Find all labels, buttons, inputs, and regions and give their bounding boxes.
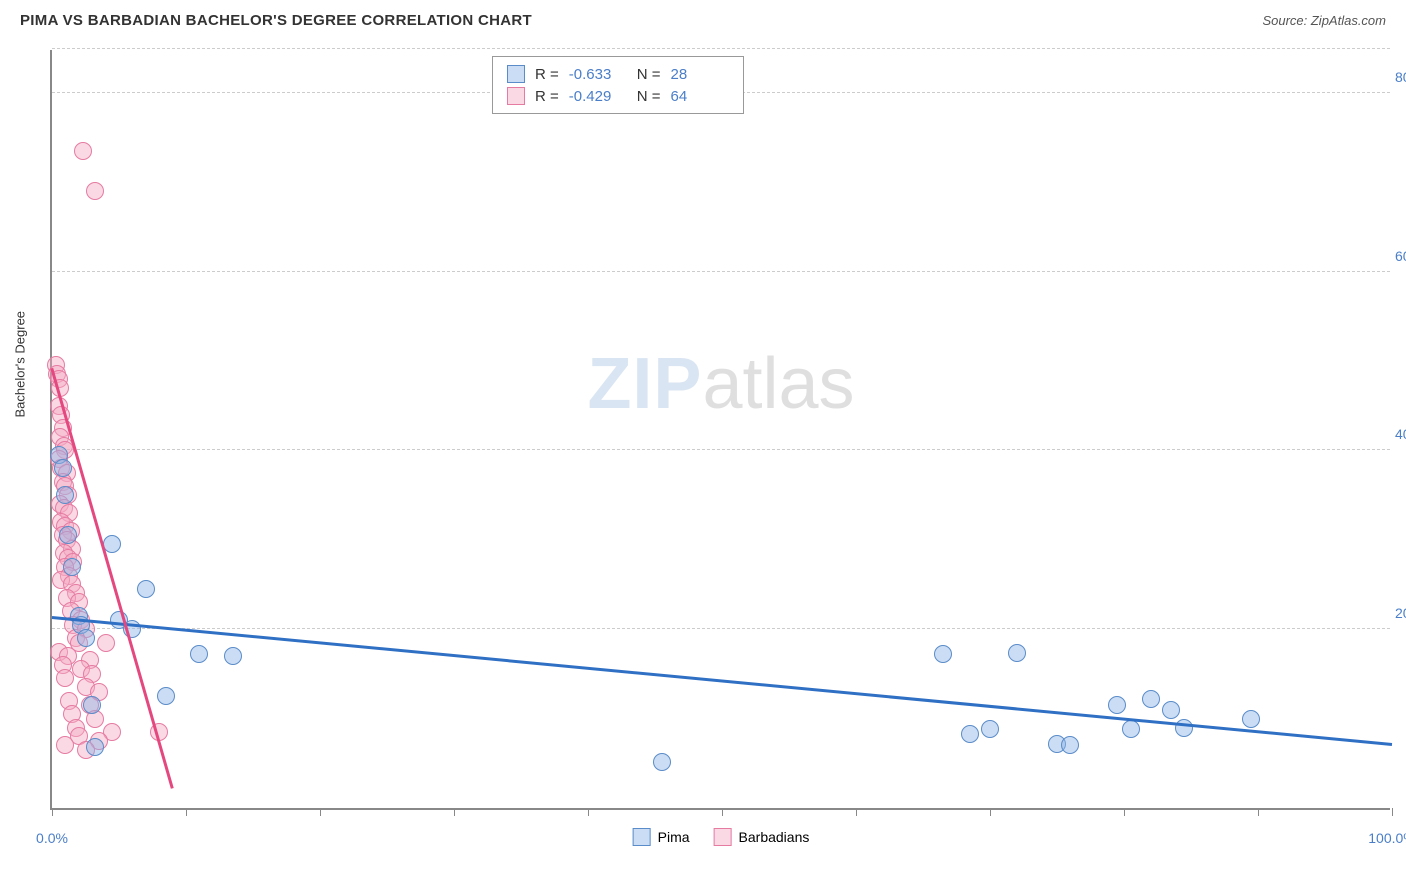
data-point-pima — [961, 725, 979, 743]
y-tick-label: 80.0% — [1395, 69, 1406, 85]
x-tick-label: 100.0% — [1368, 830, 1406, 846]
scatter-chart: ZIPatlas R = -0.633 N = 28 R = -0.429 N … — [50, 50, 1390, 810]
data-point-pima — [83, 696, 101, 714]
x-tick — [856, 808, 857, 816]
data-point-barbadians — [74, 142, 92, 160]
x-tick — [454, 808, 455, 816]
data-point-pima — [157, 687, 175, 705]
swatch-pima — [633, 828, 651, 846]
swatch-barbadians — [714, 828, 732, 846]
data-point-barbadians — [56, 669, 74, 687]
data-point-pima — [224, 647, 242, 665]
gridline — [52, 449, 1390, 450]
x-tick — [186, 808, 187, 816]
y-axis-label: Bachelor's Degree — [13, 311, 28, 418]
legend-item-pima: Pima — [633, 828, 690, 846]
data-point-pima — [190, 645, 208, 663]
watermark: ZIPatlas — [587, 343, 854, 425]
plot-area: ZIPatlas R = -0.633 N = 28 R = -0.429 N … — [50, 50, 1390, 810]
data-point-pima — [934, 645, 952, 663]
data-point-pima — [1061, 736, 1079, 754]
data-point-pima — [1162, 701, 1180, 719]
data-point-pima — [86, 738, 104, 756]
data-point-pima — [1142, 690, 1160, 708]
data-point-pima — [1122, 720, 1140, 738]
data-point-pima — [653, 753, 671, 771]
x-tick — [52, 808, 53, 816]
series-legend: Pima Barbadians — [633, 828, 810, 846]
data-point-pima — [1008, 644, 1026, 662]
stats-row-barbadians: R = -0.429 N = 64 — [507, 85, 729, 107]
stats-row-pima: R = -0.633 N = 28 — [507, 63, 729, 85]
x-tick — [722, 808, 723, 816]
data-point-pima — [56, 486, 74, 504]
y-tick-label: 20.0% — [1395, 605, 1406, 621]
x-tick — [320, 808, 321, 816]
data-point-barbadians — [56, 736, 74, 754]
data-point-barbadians — [97, 634, 115, 652]
stats-legend: R = -0.633 N = 28 R = -0.429 N = 64 — [492, 56, 744, 114]
x-tick — [1124, 808, 1125, 816]
data-point-pima — [54, 459, 72, 477]
data-point-pima — [1175, 719, 1193, 737]
data-point-pima — [981, 720, 999, 738]
chart-header: PIMA VS BARBADIAN BACHELOR'S DEGREE CORR… — [0, 0, 1406, 37]
legend-item-barbadians: Barbadians — [714, 828, 810, 846]
x-tick — [990, 808, 991, 816]
data-point-pima — [103, 535, 121, 553]
data-point-pima — [59, 526, 77, 544]
x-tick — [1258, 808, 1259, 816]
gridline — [52, 48, 1390, 49]
data-point-pima — [63, 558, 81, 576]
gridline — [52, 628, 1390, 629]
data-point-pima — [1242, 710, 1260, 728]
swatch-barbadians — [507, 87, 525, 105]
data-point-pima — [1108, 696, 1126, 714]
chart-title: PIMA VS BARBADIAN BACHELOR'S DEGREE CORR… — [20, 12, 532, 29]
data-point-pima — [137, 580, 155, 598]
y-tick-label: 60.0% — [1395, 248, 1406, 264]
x-tick-label: 0.0% — [36, 830, 68, 846]
x-tick — [588, 808, 589, 816]
source-credit: Source: ZipAtlas.com — [1262, 13, 1386, 28]
swatch-pima — [507, 65, 525, 83]
y-tick-label: 40.0% — [1395, 426, 1406, 442]
data-point-pima — [77, 629, 95, 647]
trend-line-pima — [52, 616, 1392, 745]
data-point-barbadians — [86, 182, 104, 200]
gridline — [52, 271, 1390, 272]
x-tick — [1392, 808, 1393, 816]
